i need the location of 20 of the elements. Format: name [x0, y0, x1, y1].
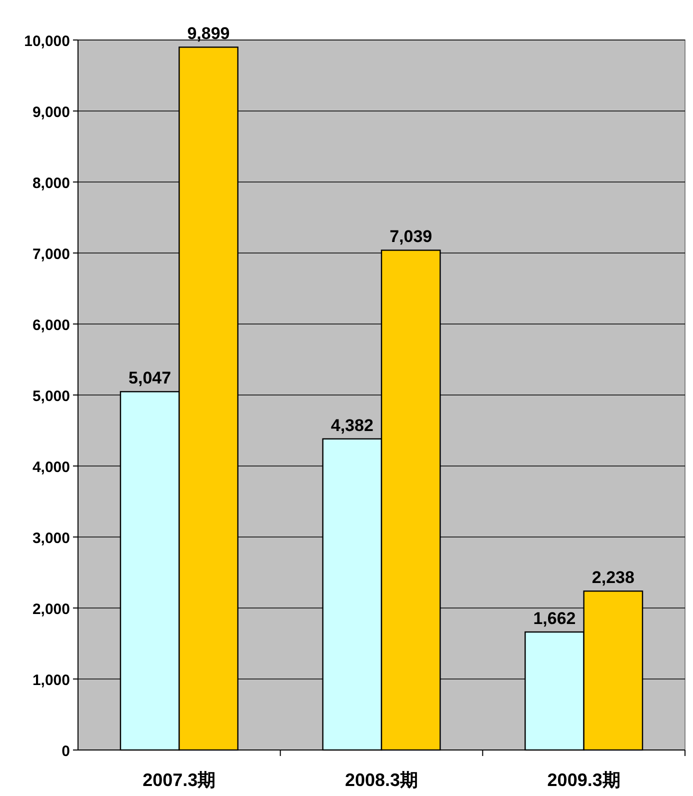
y-tick-label: 3,000: [32, 530, 70, 547]
y-tick-label: 2,000: [32, 601, 70, 618]
data-label: 7,039: [390, 227, 432, 246]
y-tick-label: 6,000: [32, 317, 70, 334]
data-label: 9,899: [187, 24, 230, 44]
y-tick-label: 4,000: [32, 459, 70, 476]
x-tick-label: 2009.3期: [547, 770, 620, 790]
data-label: 5,047: [128, 368, 172, 388]
data-label: 4,382: [330, 416, 374, 435]
y-tick-label: 0: [62, 743, 70, 760]
data-label: 2,238: [592, 568, 634, 588]
y-tick-label: 1,000: [32, 672, 70, 689]
y-tick-label: 8,000: [32, 175, 70, 192]
x-tick-label: 2007.3期: [142, 770, 216, 790]
x-tick-label: 2008.3期: [344, 770, 418, 790]
y-tick-label: 7,000: [32, 246, 70, 263]
y-tick-label: 5,000: [32, 388, 70, 405]
y-tick-label: 10,000: [24, 33, 70, 50]
data-label: 1,662: [533, 609, 576, 628]
y-tick-label: 9,000: [32, 104, 70, 121]
